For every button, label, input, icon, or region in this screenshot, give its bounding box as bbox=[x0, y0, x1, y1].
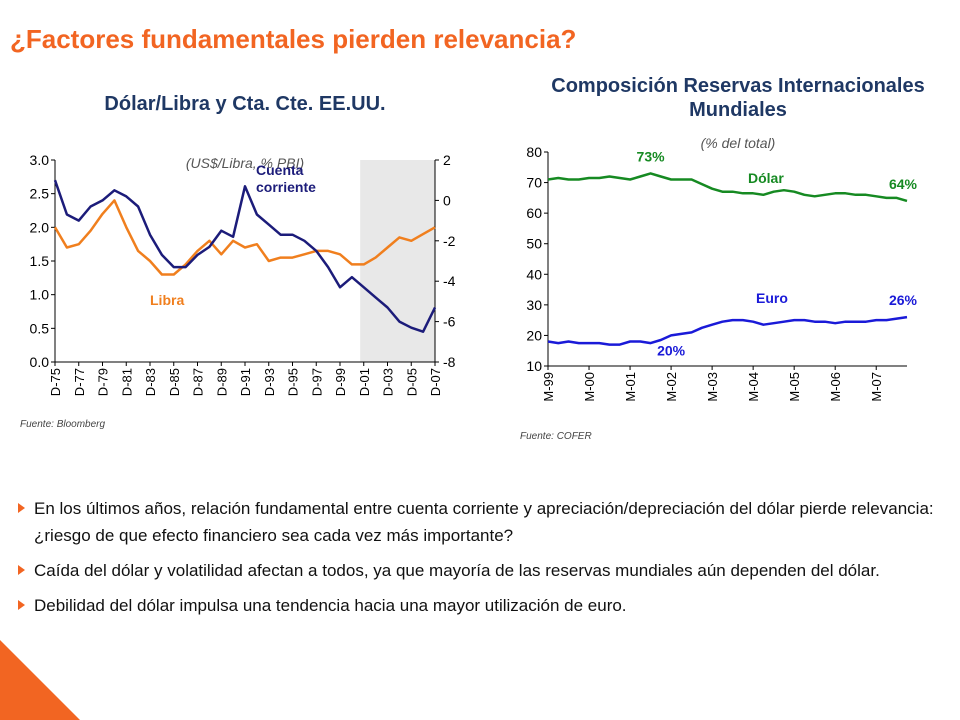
bullet-list: En los últimos años, relación fundamenta… bbox=[18, 495, 948, 627]
x-tick-label: M-03 bbox=[705, 372, 720, 402]
text-line: Composición Reservas Internacionales bbox=[551, 75, 924, 97]
bullet: Debilidad del dólar impulsa una tendenci… bbox=[18, 592, 948, 619]
x-tick-label: D-89 bbox=[214, 368, 229, 396]
y-tick-label: 70 bbox=[526, 175, 542, 191]
x-tick-label: D-95 bbox=[286, 368, 301, 396]
line-series bbox=[53, 199, 436, 276]
line-series bbox=[53, 179, 437, 333]
y-tick-label: 80 bbox=[526, 144, 542, 160]
y-tick-label: 60 bbox=[526, 205, 542, 221]
x-tick-label: D-07 bbox=[428, 368, 443, 396]
y-tick-label: 2.5 bbox=[30, 186, 50, 202]
x-tick-label: D-85 bbox=[167, 368, 182, 396]
data-label: 20% bbox=[657, 342, 686, 358]
x-tick-label: D-79 bbox=[96, 368, 111, 396]
chart-title: Dólar/Libra y Cta. Cte. EE.UU. bbox=[104, 93, 385, 115]
y-tick-label: 20 bbox=[526, 327, 542, 343]
x-tick-label: D-91 bbox=[238, 368, 253, 396]
y-tick-label: 2.0 bbox=[30, 219, 50, 235]
x-tick-label: D-81 bbox=[119, 368, 134, 396]
series-label: Cuenta corriente bbox=[256, 162, 316, 195]
text-line: corriente bbox=[256, 179, 316, 195]
text-line: Dólar/Libra y Cta. Cte. EE.UU. bbox=[104, 93, 385, 115]
shaded-range bbox=[360, 160, 435, 362]
line-series bbox=[547, 315, 908, 346]
x-tick-label: M-07 bbox=[869, 372, 884, 402]
x-tick-label: M-02 bbox=[664, 372, 679, 402]
y-tick-label: 1.0 bbox=[30, 287, 50, 303]
y-tick-label: 40 bbox=[526, 266, 542, 282]
corner-decoration bbox=[0, 640, 80, 720]
slide-title: ¿Factores fundamentales pierden relevanc… bbox=[10, 24, 576, 54]
y2-tick-label: -8 bbox=[443, 354, 456, 370]
x-tick-label: D-97 bbox=[309, 368, 324, 396]
x-tick-label: M-00 bbox=[582, 372, 597, 402]
y2-tick-label: -2 bbox=[443, 233, 456, 249]
data-label: 64% bbox=[889, 176, 918, 192]
y-tick-label: 0.5 bbox=[30, 320, 50, 336]
chart-source: Fuente: Bloomberg bbox=[20, 419, 105, 430]
y2-tick-label: 2 bbox=[443, 152, 451, 168]
y-tick-label: 10 bbox=[526, 358, 542, 374]
x-tick-label: D-03 bbox=[381, 368, 396, 396]
x-tick-label: D-01 bbox=[357, 368, 372, 396]
chart-subtitle: (US$/Libra, % PBI) bbox=[186, 155, 304, 171]
x-tick-label: D-93 bbox=[262, 368, 277, 396]
y-tick-label: 30 bbox=[526, 297, 542, 313]
x-tick-label: M-04 bbox=[746, 372, 761, 402]
x-tick-label: M-05 bbox=[787, 372, 802, 402]
x-tick-label: D-99 bbox=[333, 368, 348, 396]
x-tick-label: D-77 bbox=[72, 368, 87, 396]
data-label: 73% bbox=[637, 148, 666, 164]
chart-subtitle: (% del total) bbox=[701, 135, 776, 151]
chart-title: Composición Reservas Internacionales Mund… bbox=[551, 75, 924, 121]
x-tick-label: M-99 bbox=[541, 372, 556, 402]
bullet: Caída del dólar y volatilidad afectan a … bbox=[18, 557, 948, 584]
y2-tick-label: 0 bbox=[443, 192, 451, 208]
y-tick-label: 0.0 bbox=[30, 354, 50, 370]
bullet: En los últimos años, relación fundamenta… bbox=[18, 495, 948, 549]
y2-tick-label: -6 bbox=[443, 314, 456, 330]
series-label: Euro bbox=[756, 290, 788, 306]
x-tick-label: D-87 bbox=[191, 368, 206, 396]
y2-tick-label: -4 bbox=[443, 273, 456, 289]
x-tick-label: D-83 bbox=[143, 368, 158, 396]
x-tick-label: M-06 bbox=[828, 372, 843, 402]
y-tick-label: 50 bbox=[526, 236, 542, 252]
x-tick-label: D-75 bbox=[48, 368, 63, 396]
y-tick-label: 1.5 bbox=[30, 253, 50, 269]
text-line: Cuenta bbox=[256, 162, 304, 178]
text-line: Mundiales bbox=[689, 99, 787, 121]
data-label: 26% bbox=[889, 292, 918, 308]
y-tick-label: 3.0 bbox=[30, 152, 50, 168]
series-label: Dólar bbox=[748, 170, 784, 186]
chart-source: Fuente: COFER bbox=[520, 431, 592, 442]
x-tick-label: M-01 bbox=[623, 372, 638, 402]
x-tick-label: D-05 bbox=[404, 368, 419, 396]
line-series bbox=[547, 172, 908, 203]
series-label: Libra bbox=[150, 292, 184, 308]
